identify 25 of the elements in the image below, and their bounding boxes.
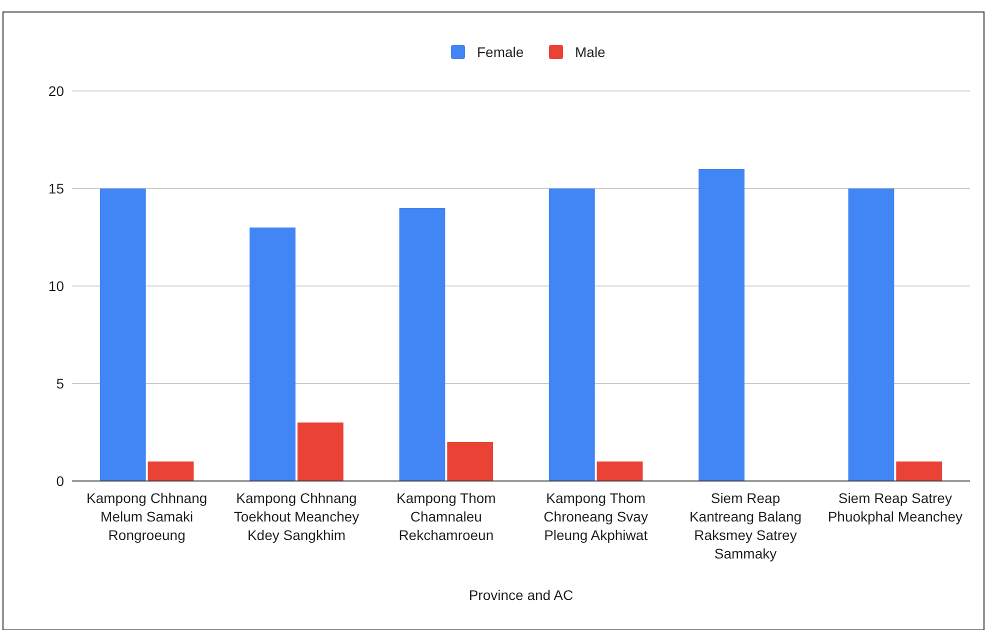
bar xyxy=(596,462,643,481)
y-tick-label: 10 xyxy=(48,278,64,294)
bar xyxy=(698,169,744,481)
bar xyxy=(298,422,344,481)
x-tick-label: Kampong Chhnang Melum Samaki Rongroeung xyxy=(86,490,208,543)
x-axis-title: Province and AC xyxy=(468,587,574,603)
legend-label: Male xyxy=(575,44,606,60)
bar xyxy=(100,188,146,481)
y-tick-label: 5 xyxy=(56,375,64,392)
x-tick-label: Kampong Chhnang Toekhout Meanchey Kdey Sangkhim xyxy=(234,490,360,543)
x-tick-label: Siem Reap Kantreang Balang Raksmey Satrey Sammaky xyxy=(689,490,802,562)
y-tick-label: 15 xyxy=(48,180,64,196)
bar xyxy=(548,188,595,481)
y-tick-label: 20 xyxy=(48,82,64,99)
y-tick-label: 0 xyxy=(56,472,64,489)
bar xyxy=(896,462,942,481)
x-tick-label: Kampong Thom Chamnaleu Rekchamroeun xyxy=(396,490,496,543)
bar xyxy=(148,462,194,481)
legend-label: Female xyxy=(477,44,524,60)
bar xyxy=(848,188,894,481)
bar xyxy=(250,228,296,481)
bar xyxy=(399,208,446,481)
x-tick-label: Kampong Thom Chroneang Svay Pleung Akphiwat xyxy=(544,490,648,543)
bar xyxy=(447,442,494,481)
x-tick-label: Siem Reap Satrey Phuokphal Meanchey xyxy=(828,490,962,524)
